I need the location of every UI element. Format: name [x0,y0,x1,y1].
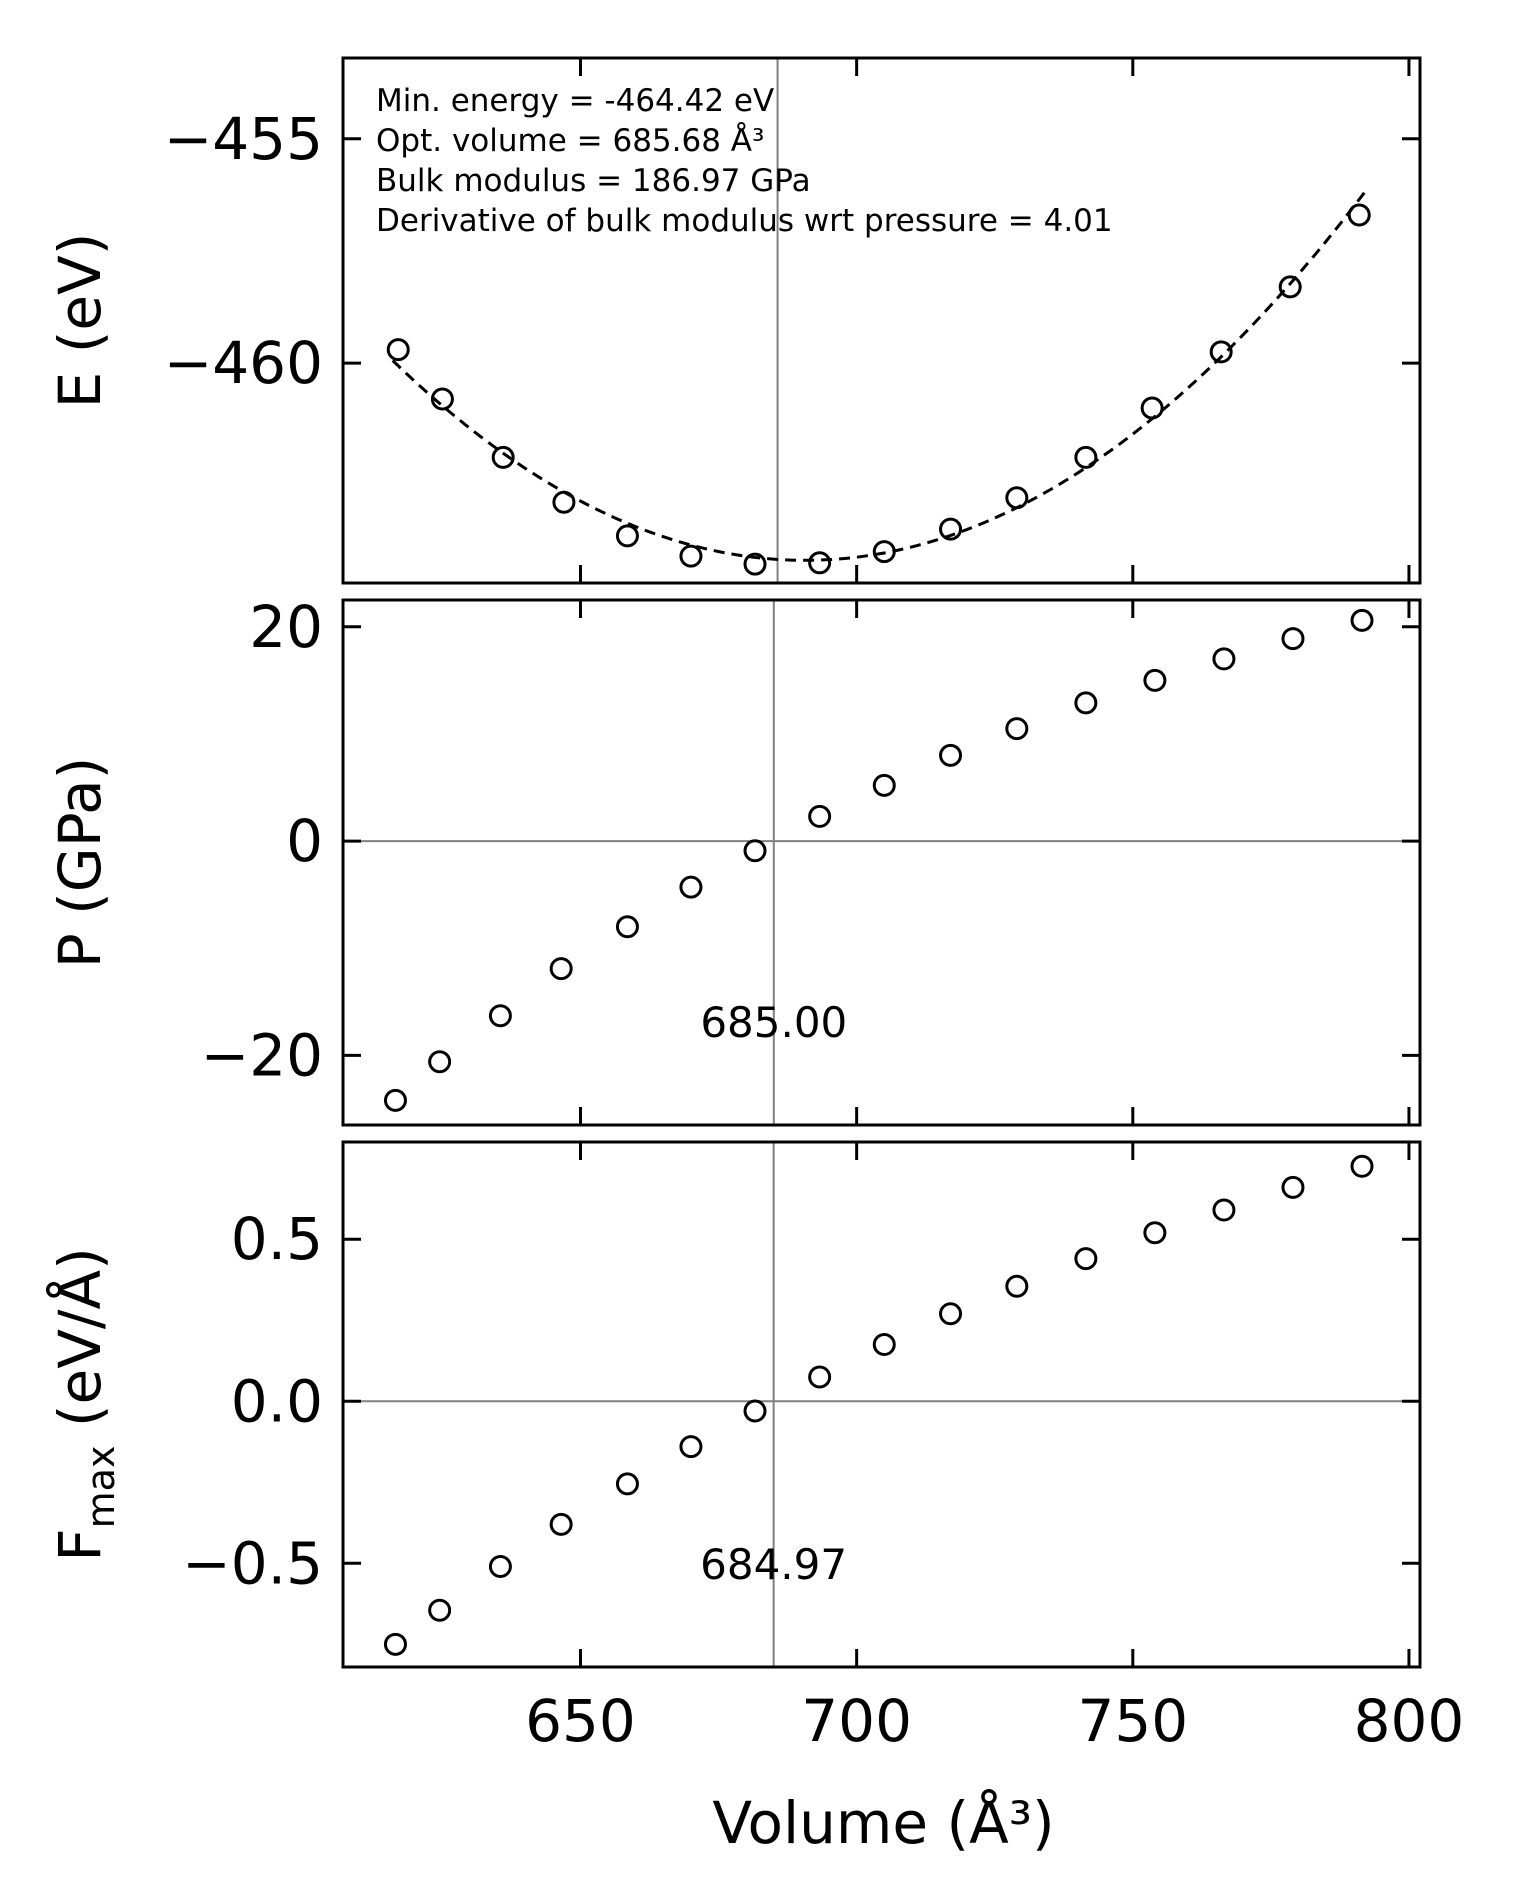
data-point-energy [1140,396,1164,420]
data-point-energy [808,551,832,575]
annotation-line: Derivative of bulk modulus wrt pressure … [376,203,1113,239]
data-point-energy [1347,203,1371,227]
panel-pressure: 685.00 20 0 −20 P (GPa) [46,593,1422,1127]
annotation-line: Opt. volume = 685.68 Å³ [376,123,764,159]
data-point-pressure [808,804,832,828]
ylabel-force: Fmax (eV/Å) [45,1247,123,1561]
data-point-energy [552,490,576,514]
xtick-label: 650 [525,1687,636,1755]
panel-force: 684.97 0.5 0.0 −0.5 650 700 750 800 Fmax (eV/Å) V… [45,1140,1465,1857]
data-point-pressure [549,957,573,981]
data-point-pressure [872,773,896,797]
ytick-label-energy: −460 [164,329,323,397]
data-point-force [872,1333,896,1357]
xtick-label: 700 [801,1687,912,1755]
data-point-pressure [1350,608,1374,632]
data-point-force [1005,1274,1029,1298]
data-point-force [1212,1198,1236,1222]
panel-energy: −455 −460 E (eV) Min. energy = -464.42 eV Op… [46,56,1422,585]
annotation-line: Min. energy = -464.42 eV [376,83,774,119]
ylabel-pressure: P (GPa) [46,757,114,969]
data-point-energy [1005,486,1029,510]
fit-curve [391,191,1366,562]
data-point-energy [615,524,639,548]
data-point-pressure [1143,668,1167,692]
annotation-line: Bulk modulus = 186.97 GPa [376,163,811,199]
ytick-label-pressure: 20 [249,593,323,661]
ytick-label-pressure: −20 [201,1021,323,1089]
ytick-label-force: −0.5 [182,1529,323,1597]
axes-frame-force [341,1140,1422,1669]
data-point-force [488,1555,512,1579]
data-point-energy [872,540,896,564]
xtick-label: 750 [1077,1687,1188,1755]
data-point-energy [743,552,767,576]
ytick-label-energy: −455 [164,105,323,173]
vline-value-label-force: 684.97 [700,1540,847,1589]
axes-frame-pressure [341,598,1422,1127]
data-point-force [743,1399,767,1423]
data-point-pressure [939,743,963,767]
data-point-pressure [1212,647,1236,671]
data-point-energy [430,387,454,411]
data-point-pressure [1074,691,1098,715]
data-point-energy [1278,275,1302,299]
data-point-force [679,1435,703,1459]
vline-value-label-pressure: 685.00 [700,998,847,1047]
data-point-energy [1074,445,1098,469]
data-point-force [383,1632,407,1656]
data-point-pressure [428,1050,452,1074]
data-point-pressure [679,875,703,899]
data-point-pressure [383,1088,407,1112]
ytick-label-force: 0.0 [231,1367,323,1435]
xtick-label: 800 [1354,1687,1465,1755]
data-point-pressure [1005,717,1029,741]
data-point-force [615,1472,639,1496]
data-point-pressure [743,839,767,863]
data-point-force [1281,1175,1305,1199]
axes-frame-energy [341,56,1422,585]
data-point-force [428,1598,452,1622]
data-point-force [808,1365,832,1389]
data-point-force [939,1302,963,1326]
data-point-pressure [615,915,639,939]
ytick-label-force: 0.5 [231,1205,323,1273]
data-point-energy [939,517,963,541]
xlabel: Volume (Å³) [712,1788,1054,1857]
data-point-force [1350,1154,1374,1178]
ylabel-energy: E (eV) [46,233,114,409]
ytick-label-pressure: 0 [286,807,323,875]
data-point-energy [1209,340,1233,364]
data-point-energy [386,338,410,362]
data-point-force [549,1512,573,1536]
data-point-force [1074,1247,1098,1271]
data-point-pressure [488,1004,512,1028]
data-point-energy [491,445,515,469]
data-point-force [1143,1221,1167,1245]
data-point-energy [679,544,703,568]
data-point-pressure [1281,627,1305,651]
